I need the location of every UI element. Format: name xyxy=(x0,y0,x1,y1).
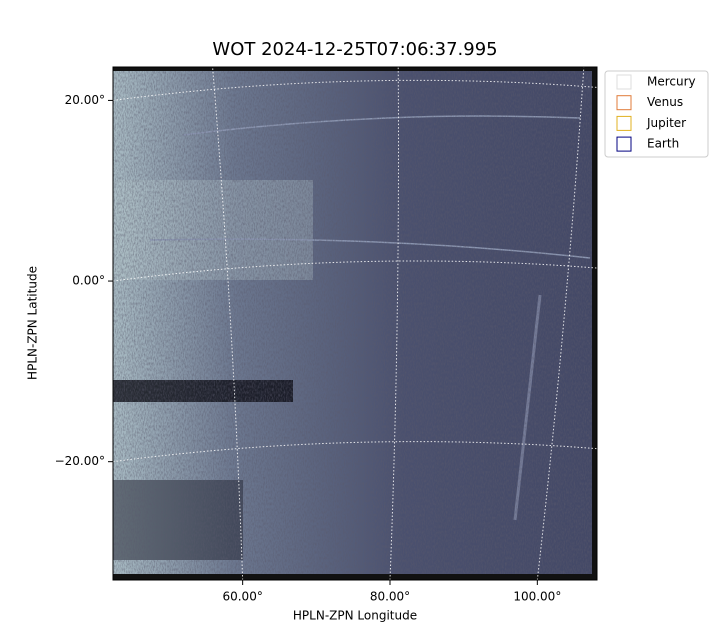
x-tick-label: 80.00° xyxy=(370,590,410,604)
image xyxy=(113,67,597,580)
chart-title: WOT 2024-12-25T07:06:37.995 xyxy=(212,39,497,60)
legend-label: Venus xyxy=(647,95,683,109)
legend-marker xyxy=(616,136,632,152)
x-axis-label: HPLN-ZPN Longitude xyxy=(293,609,417,623)
legend-label: Earth xyxy=(647,137,679,151)
y-tick-label: 20.00° xyxy=(65,93,105,107)
grid-line xyxy=(113,79,597,101)
x-tick-label: 100.00° xyxy=(513,590,561,604)
grid-line xyxy=(113,441,597,463)
y-tick-label: −20.00° xyxy=(55,454,105,468)
grid-line xyxy=(212,67,244,580)
y-tick-label: 0.00° xyxy=(72,274,105,288)
grid-line xyxy=(113,260,597,282)
grid-line xyxy=(389,67,400,580)
legend-label: Jupiter xyxy=(646,116,686,130)
legend-label: Mercury xyxy=(647,75,696,89)
legend-marker xyxy=(616,74,632,90)
grid-line xyxy=(536,67,585,580)
legend-marker xyxy=(616,115,632,131)
x-tick-label: 60.00° xyxy=(222,590,262,604)
axes-frame xyxy=(112,66,598,581)
legend xyxy=(604,70,709,158)
y-axis-label: HPLN-ZPN Latitude xyxy=(26,266,40,380)
legend-marker xyxy=(616,95,632,111)
